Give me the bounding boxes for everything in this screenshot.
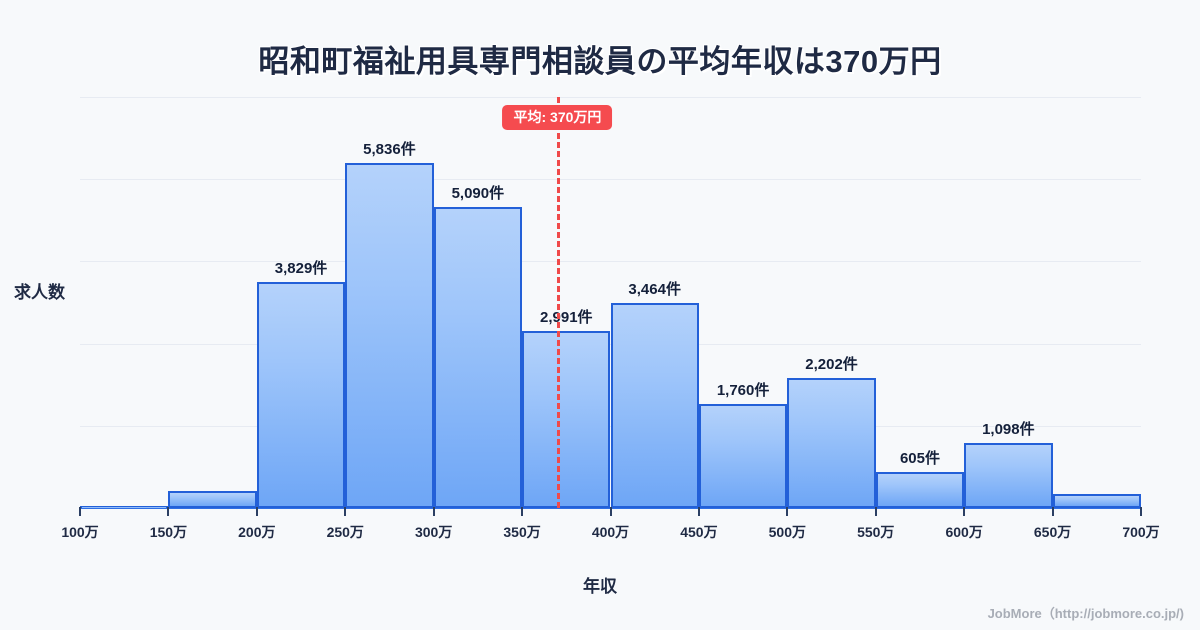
bar-value-label: 5,090件 bbox=[451, 185, 505, 202]
gridline bbox=[80, 179, 1141, 180]
x-axis-tick-label: 100万 bbox=[61, 524, 99, 540]
bar[interactable] bbox=[787, 377, 876, 508]
x-axis-tick bbox=[344, 507, 347, 516]
bar[interactable] bbox=[522, 331, 611, 508]
x-axis-tick bbox=[609, 507, 612, 516]
bar-value-label: 3,829件 bbox=[274, 259, 328, 277]
x-axis-tick-label: 400万 bbox=[591, 524, 630, 540]
bar-value-label: 605件 bbox=[899, 450, 940, 468]
x-axis-tick bbox=[255, 507, 258, 516]
x-axis-tick bbox=[786, 507, 789, 516]
x-axis-tick-label: 300万 bbox=[414, 524, 453, 540]
x-axis-tick bbox=[697, 507, 700, 516]
x-axis-tick-label: 700万 bbox=[1122, 524, 1160, 540]
bar[interactable] bbox=[168, 490, 257, 508]
x-axis-tick bbox=[1140, 507, 1142, 516]
bar-value-label: 1,760件 bbox=[716, 381, 770, 399]
x-axis-tick bbox=[963, 507, 966, 516]
average-line bbox=[557, 97, 561, 508]
average-badge: 平均: 370万円 bbox=[502, 105, 613, 131]
x-axis-tick bbox=[874, 507, 877, 516]
bar[interactable] bbox=[610, 303, 699, 508]
bar[interactable] bbox=[80, 506, 169, 508]
bar-value-label: 1,098件 bbox=[982, 421, 1035, 439]
x-axis-tick-label: 450万 bbox=[680, 524, 718, 540]
bar-value-label: 3,464件 bbox=[628, 281, 681, 299]
bar[interactable] bbox=[964, 443, 1053, 508]
page-title: 昭和町福祉用具専門相談員の平均年収は370万円 bbox=[258, 44, 942, 79]
gridline bbox=[80, 97, 1141, 98]
bar[interactable] bbox=[1052, 493, 1141, 508]
bar[interactable] bbox=[433, 207, 523, 508]
footer-credit: JobMore（http://jobmore.co.jp/) bbox=[987, 606, 1184, 621]
gridline bbox=[80, 261, 1141, 262]
bar-value-label: 5,836件 bbox=[363, 140, 416, 158]
x-axis-tick-label: 250万 bbox=[326, 524, 364, 540]
bar[interactable] bbox=[698, 403, 788, 508]
x-axis-tick-label: 600万 bbox=[945, 524, 983, 540]
x-axis-tick bbox=[521, 507, 524, 516]
plot-area: 3,829件 5,836件 5,090件 2,991件 3,464件 1,760件 2,20… bbox=[79, 97, 1142, 516]
bar[interactable] bbox=[256, 281, 346, 508]
x-axis-tick-label: 550万 bbox=[857, 524, 895, 540]
x-axis-tick-label: 150万 bbox=[149, 524, 188, 540]
x-axis-tick bbox=[79, 507, 81, 516]
x-axis-tick bbox=[167, 507, 170, 516]
x-axis-tick bbox=[1051, 507, 1054, 516]
y-axis-title: 求人数 bbox=[14, 283, 65, 302]
x-axis-title: 年収 bbox=[583, 577, 617, 596]
x-axis-tick-label: 350万 bbox=[503, 524, 541, 540]
x-axis-tick-label: 500万 bbox=[768, 524, 807, 540]
bar[interactable] bbox=[875, 472, 965, 508]
bar[interactable] bbox=[345, 162, 434, 508]
bar-value-label: 2,202件 bbox=[805, 355, 858, 373]
x-axis-tick-label: 200万 bbox=[238, 524, 276, 540]
bar-value-label: 2,991件 bbox=[540, 309, 593, 327]
x-axis-tick-label: 650万 bbox=[1033, 524, 1072, 540]
x-axis-tick bbox=[432, 507, 435, 516]
